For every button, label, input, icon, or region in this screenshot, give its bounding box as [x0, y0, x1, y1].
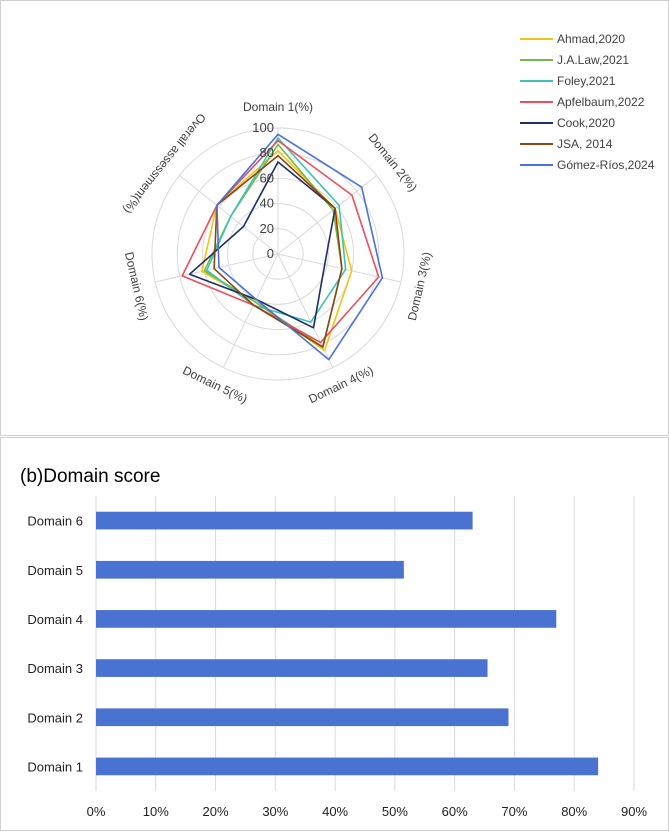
radar-spoke — [222, 253, 279, 368]
y-category-label: Domain 6 — [27, 514, 83, 529]
radar-axis-label: Domain 6(%) — [122, 251, 151, 322]
legend-item: Foley,2021 — [557, 74, 616, 88]
radar-axis-label: Overall assessment(%) — [120, 111, 208, 217]
radar-spoke — [155, 253, 279, 283]
x-tick-label: 60% — [442, 804, 468, 819]
radar-tick-label: 20 — [260, 221, 274, 236]
radar-series-line — [188, 161, 336, 329]
radar-series-line — [181, 139, 380, 344]
radar-tick-label: 0 — [267, 246, 274, 261]
bar-chart: (b)Domain score 0% 10% 20% 30% 40% 50% 60% 70% 8… — [20, 466, 647, 819]
x-tick-label: 30% — [262, 804, 288, 819]
radar-grid — [151, 127, 405, 381]
radar-chart: Domain 1(%) Domain 2(%) Domain 3(%) Domain … — [120, 32, 655, 406]
y-category-label: Domain 3 — [27, 661, 83, 676]
radar-spoke — [277, 175, 377, 255]
y-category-label: Domain 4 — [27, 612, 83, 627]
x-tick-label: 80% — [561, 804, 587, 819]
radar-tick-label: 40 — [260, 196, 274, 211]
x-tick-label: 0% — [87, 804, 106, 819]
bar-chart-title: (b)Domain score — [20, 466, 160, 487]
bar — [96, 511, 473, 530]
radar-axis-label: Domain 1(%) — [243, 100, 313, 114]
radar-spoke — [179, 175, 279, 255]
radar-axis-label: Domain 4(%) — [306, 363, 375, 406]
bar — [96, 610, 557, 628]
radar-tick-label: 100 — [252, 120, 274, 135]
x-tick-label: 50% — [382, 804, 408, 819]
radar-spoke — [277, 253, 334, 368]
radar-axis-label: Domain 5(%) — [180, 363, 249, 406]
bar-chart-panel: (b)Domain score 0% 10% 20% 30% 40% 50% 60% 70% 8… — [0, 437, 669, 831]
bar — [96, 560, 404, 579]
y-category-label: Domain 5 — [27, 563, 83, 578]
radar-series-line — [206, 137, 347, 323]
x-tick-label: 40% — [322, 804, 348, 819]
x-tick-label: 20% — [203, 804, 229, 819]
x-tick-label: 90% — [621, 804, 647, 819]
bar — [96, 659, 488, 677]
y-category-label: Domain 1 — [27, 759, 83, 774]
radar-chart-panel: Domain 1(%) Domain 2(%) Domain 3(%) Domain … — [0, 0, 669, 436]
legend-item: JSA, 2014 — [557, 137, 613, 151]
bar — [96, 757, 599, 776]
radar-axis-label: Domain 3(%) — [405, 251, 434, 322]
legend-item: Ahmad,2020 — [557, 32, 625, 46]
y-category-label: Domain 2 — [27, 710, 83, 725]
legend-item: J.A.Law,2021 — [557, 53, 629, 67]
radar-series-line — [216, 133, 384, 361]
radar-axis-label: Domain 2(%) — [365, 131, 420, 194]
legend-item: Gómez-Ríos,2024 — [557, 158, 655, 172]
legend-item: Cook,2020 — [557, 116, 615, 130]
x-tick-label: 70% — [501, 804, 527, 819]
radar-tick-label: 60 — [260, 170, 274, 185]
radar-tick-label: 80 — [260, 145, 274, 160]
legend-item: Apfelbaum,2022 — [557, 95, 645, 109]
bar — [96, 708, 509, 727]
x-tick-label: 10% — [143, 804, 169, 819]
radar-spoke — [277, 253, 401, 283]
